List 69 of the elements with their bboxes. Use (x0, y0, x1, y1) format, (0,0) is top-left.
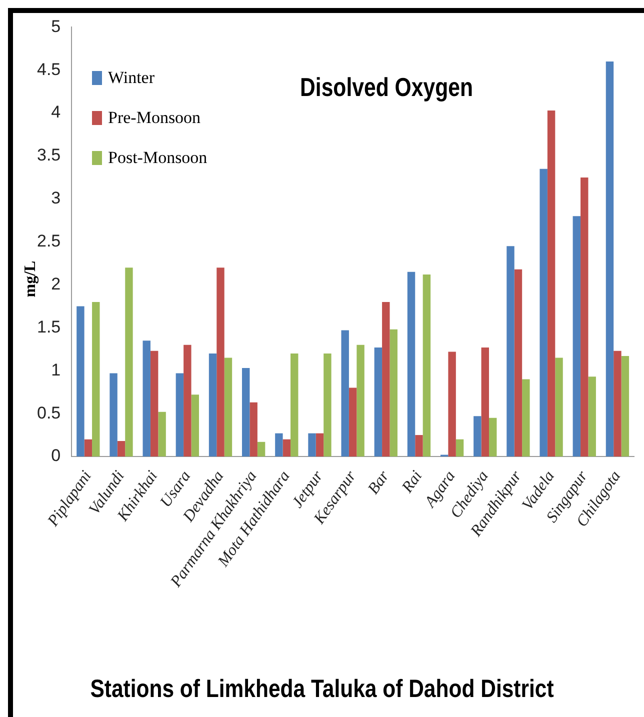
bar (176, 373, 184, 456)
bar (422, 274, 431, 456)
y-tick-label: 0.5 (36, 403, 61, 422)
bar (448, 352, 456, 456)
y-tick-label: 4.5 (36, 60, 61, 79)
bar (606, 62, 614, 456)
y-axis-title: mg/L (22, 260, 40, 300)
bar (614, 350, 622, 456)
text: Disolved Oxygen (300, 72, 473, 103)
bar (290, 353, 298, 456)
bar (341, 330, 349, 456)
bar (374, 347, 382, 456)
y-tick-label: 3 (51, 188, 61, 208)
bar (76, 306, 84, 456)
bar (216, 268, 224, 456)
bar (547, 110, 556, 456)
bar (580, 177, 588, 456)
y-tick-label: 5 (51, 16, 61, 36)
bar (125, 268, 133, 456)
bar (474, 416, 482, 456)
legend-label: Pre-Monsoon (108, 108, 201, 128)
bar (224, 358, 232, 456)
bar (257, 442, 266, 456)
bar (456, 439, 464, 456)
bar (588, 376, 596, 456)
x-tick-label: Bar (364, 467, 394, 498)
bar (142, 340, 150, 456)
bar (84, 439, 92, 456)
bar (415, 435, 423, 456)
bar (506, 246, 514, 456)
legend-label: Post-Monsoon (108, 148, 208, 168)
bar (356, 344, 364, 456)
bar (242, 368, 250, 456)
y-tick-label: 4 (51, 102, 61, 122)
bar (117, 441, 126, 456)
bar (522, 379, 530, 456)
bar (282, 439, 291, 456)
bar (555, 358, 563, 456)
legend-label: Winter (108, 68, 155, 88)
bar (92, 302, 100, 456)
y-tick-label: 2.5 (36, 232, 61, 251)
bar (150, 350, 158, 456)
bar (308, 433, 316, 456)
bar (208, 353, 217, 456)
y-tick-label: 1.5 (36, 317, 61, 336)
bar (514, 269, 522, 456)
y-tick-label: 2 (51, 274, 61, 294)
bar (382, 302, 390, 456)
bar (191, 394, 199, 456)
bar (250, 402, 258, 456)
x-tick-label: Rai (398, 468, 426, 497)
bar (540, 168, 548, 456)
bar (184, 344, 192, 456)
bar (572, 216, 581, 456)
bar (348, 388, 357, 456)
bar (407, 272, 416, 456)
bar (316, 433, 324, 456)
bar (621, 356, 630, 456)
bar (481, 347, 489, 456)
y-tick-label: 3.5 (36, 146, 61, 165)
y-tick-label: 1 (51, 360, 61, 380)
bar (275, 433, 283, 456)
bar (489, 418, 497, 456)
bar (158, 412, 166, 456)
bar (110, 373, 118, 456)
bar (324, 353, 332, 456)
bar (390, 329, 398, 456)
y-tick-label: 0 (51, 446, 61, 466)
x-axis-title: Stations of Limkheda Taluka of Dahod District (89, 675, 555, 704)
